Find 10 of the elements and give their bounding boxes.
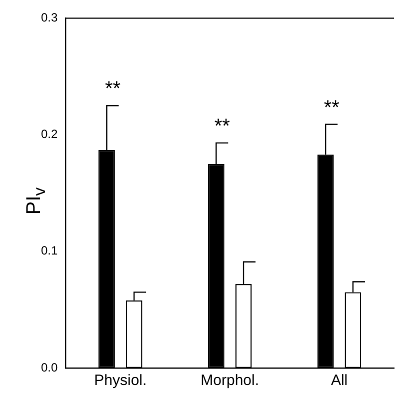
y-tick-label: 0.0: [40, 360, 58, 374]
annotation: **: [324, 96, 340, 119]
x-tick-label: Morphol.: [200, 372, 260, 390]
y-tick-label: 0.1: [40, 244, 58, 258]
y-tick-label: 0.3: [40, 10, 58, 25]
annotation: **: [104, 78, 121, 100]
x-tick-label: Physiol.: [94, 372, 147, 390]
annotation: **: [214, 115, 230, 138]
x-tick-label: All: [330, 372, 348, 390]
y-tick-label: 0.2: [40, 127, 58, 142]
